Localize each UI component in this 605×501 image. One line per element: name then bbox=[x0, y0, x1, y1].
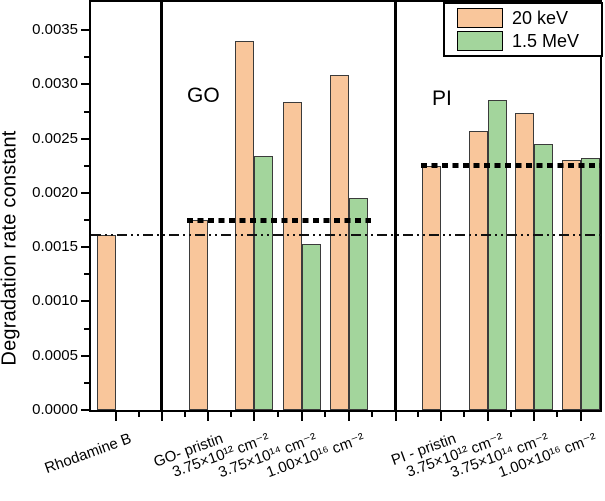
y-axis-minor-tick bbox=[84, 219, 89, 222]
x-axis-major-tick bbox=[115, 412, 117, 421]
panel-divider-pi bbox=[394, 0, 397, 410]
y-axis-tick-label: 0.0025 bbox=[32, 129, 78, 147]
x-axis-major-tick bbox=[579, 412, 582, 421]
bar-20kev-cat0 bbox=[97, 235, 116, 410]
reference-line-PI-panel bbox=[421, 163, 601, 169]
x-axis-tick-label: Rhodamine B bbox=[42, 430, 134, 478]
bar-1p5mev-cat8 bbox=[580, 158, 600, 410]
y-axis-major-tick bbox=[81, 246, 89, 249]
x-axis-major-tick bbox=[207, 412, 209, 421]
bar-20kev-cat8 bbox=[561, 160, 581, 410]
x-axis-major-tick bbox=[394, 412, 397, 421]
y-axis-minor-tick bbox=[84, 273, 89, 276]
bar-1p5mev-cat7 bbox=[533, 144, 553, 410]
y-axis-major-tick bbox=[81, 409, 89, 411]
bar-1p5mev-cat6 bbox=[487, 99, 507, 410]
reference-line-GO-panel bbox=[187, 217, 371, 223]
bar-20kev-cat3 bbox=[282, 101, 302, 410]
x-axis-minor-tick bbox=[276, 412, 279, 417]
x-axis-minor-tick bbox=[230, 412, 232, 417]
y-axis-minor-tick bbox=[84, 110, 89, 113]
x-axis-minor-tick bbox=[371, 412, 374, 417]
x-axis-major-tick bbox=[253, 412, 255, 421]
x-axis-minor-tick bbox=[463, 412, 466, 417]
x-axis-minor-tick bbox=[417, 412, 420, 417]
x-axis-minor-tick bbox=[556, 412, 558, 417]
x-axis-minor-tick bbox=[183, 412, 186, 417]
y-axis-minor-tick bbox=[84, 381, 89, 384]
reference-line-all-panels bbox=[91, 234, 601, 237]
bar-20kev-cat5 bbox=[422, 165, 441, 410]
y-axis-tick-label: 0.0010 bbox=[32, 292, 78, 310]
bar-20kev-cat6 bbox=[468, 131, 488, 410]
y-axis-minor-tick bbox=[84, 327, 89, 330]
y-axis-tick-label: 0.0020 bbox=[32, 183, 78, 201]
bar-1p5mev-cat3 bbox=[301, 243, 321, 410]
y-axis-tick-label: 0.0000 bbox=[32, 401, 78, 418]
legend-swatch-20kev bbox=[457, 7, 503, 28]
y-axis-major-tick bbox=[81, 354, 89, 357]
panel-divider-go bbox=[160, 0, 163, 410]
legend-label-20kev: 20 keV bbox=[512, 7, 569, 28]
x-axis-major-tick bbox=[348, 412, 350, 421]
y-axis-tick-label: 0.0030 bbox=[32, 75, 78, 93]
x-axis-major-tick bbox=[300, 412, 303, 421]
y-axis-major-tick bbox=[81, 29, 89, 32]
x-axis-major-tick bbox=[160, 412, 163, 421]
x-axis-minor-tick bbox=[137, 412, 140, 417]
legend-label-15mev: 1.5 MeV bbox=[512, 31, 580, 52]
legend-entry-15mev: 1.5 MeV bbox=[457, 31, 601, 52]
y-axis-major-tick bbox=[81, 137, 89, 140]
legend-entry-20kev: 20 keV bbox=[457, 7, 601, 28]
y-axis-tick-label: 0.0005 bbox=[32, 346, 78, 364]
bar-20kev-cat4 bbox=[330, 74, 349, 410]
y-axis-major-tick bbox=[81, 300, 89, 303]
x-axis-major-tick bbox=[532, 412, 535, 421]
x-axis-major-tick bbox=[440, 412, 442, 421]
panel-label-pi: PI bbox=[432, 87, 452, 110]
y-axis-minor-tick bbox=[84, 164, 89, 167]
bar-20kev-cat7 bbox=[514, 112, 534, 410]
x-axis-minor-tick bbox=[509, 412, 512, 417]
x-axis-minor-tick bbox=[324, 412, 327, 417]
y-axis-major-tick bbox=[81, 191, 89, 194]
x-axis-major-tick bbox=[486, 412, 489, 421]
bar-20kev-cat2 bbox=[235, 41, 254, 410]
y-axis-major-tick bbox=[81, 83, 89, 86]
bar-1p5mev-cat2 bbox=[254, 156, 273, 410]
panel-label-go: GO bbox=[187, 84, 220, 107]
bar-1p5mev-cat4 bbox=[349, 198, 368, 410]
legend: 20 keV 1.5 MeV bbox=[443, 2, 603, 57]
y-axis-minor-tick bbox=[84, 56, 89, 59]
y-axis-tick-label: 0.0015 bbox=[32, 238, 78, 256]
bar-20kev-cat1 bbox=[189, 220, 208, 410]
legend-swatch-15mev bbox=[457, 31, 503, 52]
y-axis-tick-label: 0.0035 bbox=[32, 21, 78, 39]
